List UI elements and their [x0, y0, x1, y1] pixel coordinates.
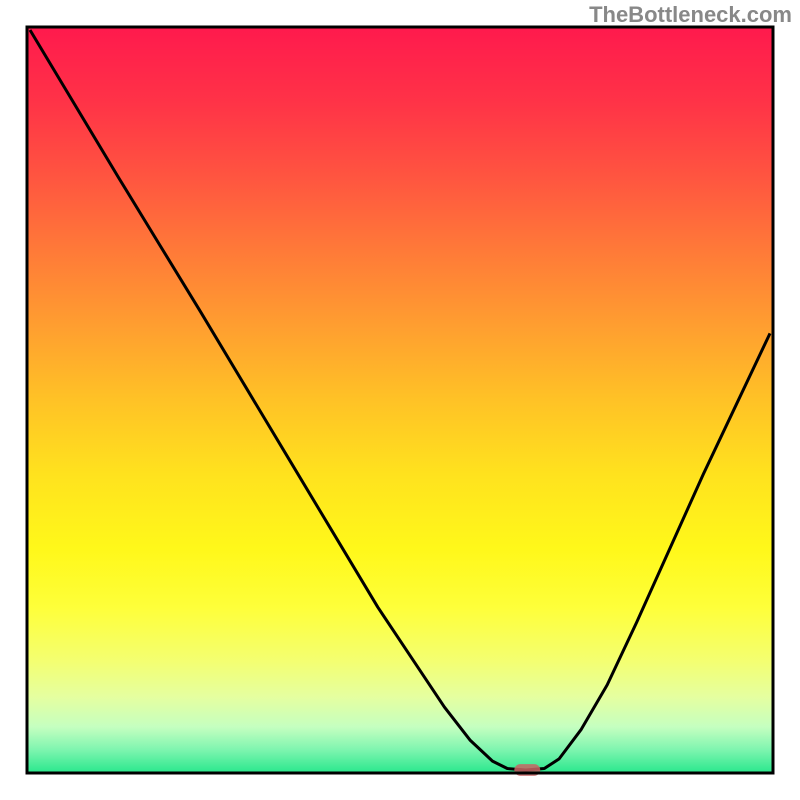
- gradient-background: [29, 29, 772, 772]
- watermark-text: TheBottleneck.com: [589, 2, 792, 28]
- bottleneck-chart: [0, 0, 800, 800]
- chart-container: TheBottleneck.com: [0, 0, 800, 800]
